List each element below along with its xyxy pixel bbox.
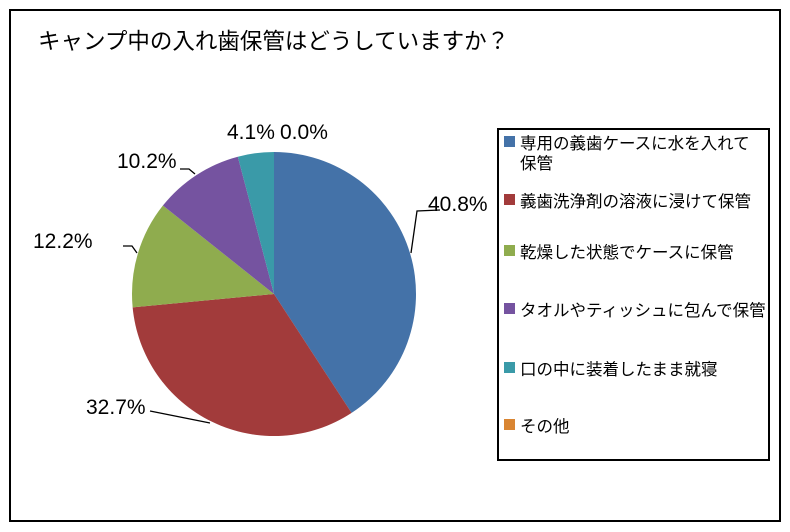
svg-text:4.1%: 4.1% — [227, 121, 275, 144]
svg-text:32.7%: 32.7% — [86, 396, 146, 419]
svg-text:10.2%: 10.2% — [117, 150, 177, 173]
svg-text:40.8%: 40.8% — [428, 193, 488, 216]
svg-text:12.2%: 12.2% — [33, 230, 93, 253]
svg-text:0.0%: 0.0% — [280, 121, 328, 144]
